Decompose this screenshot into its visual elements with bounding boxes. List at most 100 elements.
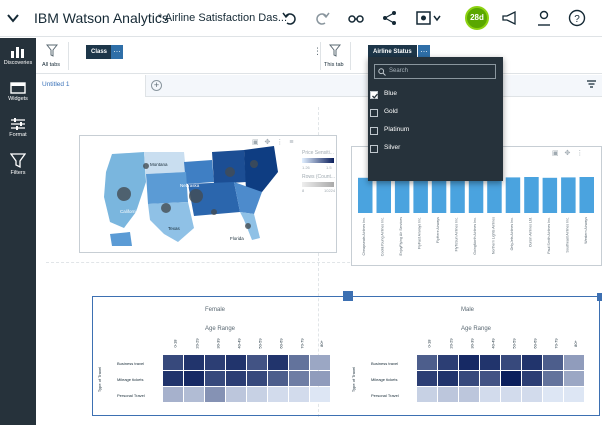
heatmap-cell[interactable]: [543, 387, 563, 402]
rail-item-discoveries[interactable]: Discoveries: [0, 42, 36, 78]
heatmap-cell[interactable]: [205, 355, 225, 370]
avatar[interactable]: 28d: [465, 6, 489, 30]
share-icon[interactable]: [381, 9, 399, 27]
heatmap-cell[interactable]: [501, 355, 521, 370]
checkbox[interactable]: [370, 145, 378, 153]
bar[interactable]: [376, 177, 392, 213]
heatmap-cell[interactable]: [522, 371, 542, 386]
redo-icon[interactable]: [313, 9, 331, 27]
bar[interactable]: [450, 176, 465, 213]
heatmap-cell[interactable]: [417, 387, 437, 402]
add-tab-button[interactable]: +: [151, 80, 162, 91]
heatmap-cell[interactable]: [543, 355, 563, 370]
heatmap-cell[interactable]: [438, 371, 458, 386]
funnel-icon[interactable]: [329, 44, 341, 58]
option-platinum[interactable]: Platinum: [370, 126, 409, 138]
heatmap-cell[interactable]: [289, 387, 309, 402]
heatmap-cell[interactable]: [163, 371, 183, 386]
heatmap-male[interactable]: 0-18 20-29 30-39 40-49 50-59 60-69 70-79 80+ Typ…: [347, 297, 601, 417]
heatmap-tile[interactable]: Female Male Age Range Age Range 0-18 20-2…: [92, 291, 602, 417]
display-settings-icon[interactable]: [415, 9, 443, 27]
airline-status-filter-chip[interactable]: Airline Status: [368, 45, 417, 59]
help-icon[interactable]: ?: [568, 9, 586, 27]
heatmap-cell[interactable]: [310, 387, 330, 402]
rail-item-filters[interactable]: Filters: [0, 150, 36, 186]
overflow-menu-icon[interactable]: ⋮: [313, 46, 322, 56]
heatmap-cell[interactable]: [480, 371, 500, 386]
heatmap-cell[interactable]: [522, 355, 542, 370]
heatmap-cell[interactable]: [438, 387, 458, 402]
collapse-handle[interactable]: [597, 293, 602, 301]
dropdown-search-input[interactable]: Search: [374, 64, 496, 79]
option-silver[interactable]: Silver: [370, 144, 400, 156]
heatmap-cell[interactable]: [417, 371, 437, 386]
heatmap-cell[interactable]: [289, 355, 309, 370]
heatmap-cell[interactable]: [163, 355, 183, 370]
bar-chart[interactable]: Cheapseats Airlines Inc. Cool&Young Airli…: [356, 159, 596, 263]
map-tile[interactable]: ▣ ✥ ⋮ ≡ California Montana Nebraska Texa…: [79, 135, 337, 253]
heatmap-cell[interactable]: [543, 371, 563, 386]
heatmap-cell[interactable]: [459, 355, 479, 370]
rail-item-format[interactable]: Format: [0, 114, 36, 150]
bar[interactable]: [358, 177, 373, 213]
checkbox-checked[interactable]: [370, 91, 378, 99]
tile-toolbar-icon[interactable]: ▣ ✥ ⋮ ≡: [252, 139, 296, 146]
checkbox[interactable]: [370, 127, 378, 135]
heatmap-cell[interactable]: [480, 355, 500, 370]
option-blue[interactable]: Blue: [370, 90, 397, 102]
heatmap-cell[interactable]: [501, 371, 521, 386]
heatmap-female[interactable]: 0-18 20-29 30-39 40-49 50-59 60-69 70-79 80+ Typ…: [93, 297, 347, 417]
heatmap-cell[interactable]: [564, 355, 584, 370]
heatmap-cell[interactable]: [289, 371, 309, 386]
heatmap-cell[interactable]: [564, 371, 584, 386]
heatmap-cell[interactable]: [205, 371, 225, 386]
heatmap-cell[interactable]: [226, 355, 246, 370]
undo-icon[interactable]: [281, 9, 299, 27]
heatmap-cell[interactable]: [184, 355, 204, 370]
class-filter-more-button[interactable]: …: [111, 45, 123, 59]
tile-toolbar-icon[interactable]: ▣ ✥ ⋮: [552, 150, 586, 157]
heatmap-cell[interactable]: [184, 371, 204, 386]
bar[interactable]: [394, 177, 410, 213]
tab-filter-icon[interactable]: [586, 80, 597, 91]
heatmap-cell[interactable]: [205, 387, 225, 402]
heatmap-cell[interactable]: [417, 355, 437, 370]
checkbox[interactable]: [370, 109, 378, 117]
heatmap-cell[interactable]: [438, 355, 458, 370]
airline-status-more-button[interactable]: …: [418, 45, 430, 59]
heatmap-cell[interactable]: [501, 387, 521, 402]
heatmap-cell[interactable]: [247, 387, 267, 402]
bar[interactable]: [431, 177, 447, 213]
heatmap-cell[interactable]: [459, 371, 479, 386]
heatmap-cell[interactable]: [564, 387, 584, 402]
heatmap-cell[interactable]: [226, 387, 246, 402]
heatmap-cell[interactable]: [247, 371, 267, 386]
chevron-down-icon[interactable]: [6, 11, 20, 25]
heatmap-cell[interactable]: [268, 387, 288, 402]
bar[interactable]: [468, 177, 484, 213]
heatmap-cell[interactable]: [459, 387, 479, 402]
bar[interactable]: [542, 177, 558, 213]
heatmap-cell[interactable]: [522, 387, 542, 402]
heatmap-cell[interactable]: [163, 387, 183, 402]
heatmap-cell[interactable]: [226, 371, 246, 386]
heatmap-cell[interactable]: [184, 387, 204, 402]
bar[interactable]: [487, 176, 502, 213]
bar[interactable]: [505, 177, 521, 213]
funnel-icon[interactable]: [46, 44, 58, 58]
rail-item-widgets[interactable]: Widgets: [0, 78, 36, 114]
heatmap-cell[interactable]: [310, 371, 330, 386]
option-gold[interactable]: Gold: [370, 108, 398, 120]
megaphone-icon[interactable]: [501, 9, 519, 27]
heatmap-cell[interactable]: [268, 355, 288, 370]
bar[interactable]: [524, 177, 539, 213]
tab-untitled-1[interactable]: Untitled 1: [36, 75, 146, 97]
user-icon[interactable]: [535, 9, 553, 27]
heatmap-cell[interactable]: [310, 355, 330, 370]
bar[interactable]: [561, 177, 576, 213]
glasses-icon[interactable]: [347, 9, 365, 27]
bar[interactable]: [579, 177, 595, 213]
heatmap-cell[interactable]: [268, 371, 288, 386]
class-filter-chip[interactable]: Class: [86, 45, 113, 59]
heatmap-cell[interactable]: [247, 355, 267, 370]
